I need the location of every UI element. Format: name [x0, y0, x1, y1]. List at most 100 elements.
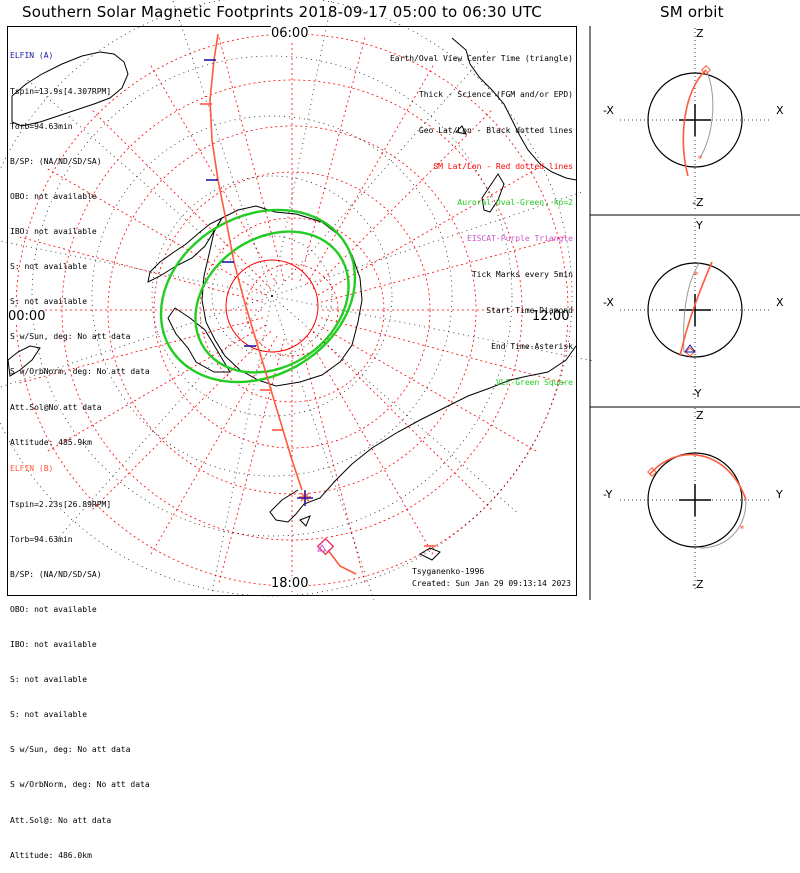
sm-panel-1-bottom: -Z: [692, 196, 704, 209]
sm-orbit-title: SM orbit: [660, 3, 724, 21]
sm-longitude-line: [19, 236, 264, 303]
orbit-end-asterisk: *: [693, 270, 699, 281]
legend-item: Geo Lat/Lon - Black dotted lines: [418, 126, 573, 135]
geo-longitude-line: [271, 295, 520, 515]
elfin-b-orbit: [682, 69, 707, 177]
orbit-end-asterisk: *: [739, 524, 745, 535]
created-credit: Created: Sun Jan 29 09:13:14 2023: [412, 579, 571, 588]
probe-a-name: ELFIN (A): [10, 51, 54, 61]
mlt-label-bottom: 18:00: [271, 576, 309, 591]
geo-latitude-circle: [211, 235, 333, 357]
geo-latitude-circle: [0, 0, 573, 597]
elfin-a-orbit: [699, 499, 747, 549]
probe-a-line: Tspin=13.9s[4.307RPM]: [10, 86, 112, 96]
geo-longitude-line: [0, 295, 273, 388]
probe-b-line: B/SP: (NA/ND/SD/SA): [10, 569, 102, 579]
elfin-b-trace-start: [327, 549, 357, 575]
sm-orbit-panels: * * *: [620, 28, 770, 592]
legend-item: Earth/Oval View Center Time (triangle): [389, 54, 573, 63]
sm-longitude-line: [150, 65, 278, 285]
geo-longitude-line: [271, 190, 585, 297]
probe-b-line: Altitude: 486.0km: [10, 850, 92, 860]
probe-a-line: OBO: not available: [10, 191, 97, 201]
sm-longitude-line: [312, 330, 492, 510]
elfin-b-orbit: [649, 453, 747, 501]
geo-longitude-line: [271, 0, 333, 297]
geo-longitude-line: [0, 240, 273, 297]
orbit-start-diamond: [685, 347, 695, 357]
geo-latitude-circle: [31, 55, 513, 537]
earth-circle: [647, 72, 743, 168]
sm-panel-2-top: Y: [696, 219, 703, 232]
legend-item: Auroral Oval-Green, kp=2: [457, 198, 573, 207]
sm-panel-3-right: Y: [776, 488, 783, 501]
probe-a-line: Torb=94.63min: [10, 121, 73, 131]
sm-longitude-line: [320, 317, 565, 384]
sm-longitude-line: [47, 324, 267, 452]
mlt-label-top: 06:00: [271, 26, 309, 41]
geo-longitude-line: [271, 295, 375, 600]
probe-a-line: IBO: not available: [10, 226, 97, 236]
auroral-oval-outer: [159, 208, 357, 384]
geo-grid-lines: [0, 0, 596, 600]
probe-b-line: S: not available: [10, 675, 88, 685]
island-coast: [299, 125, 467, 561]
view-center-triangle: [684, 344, 696, 353]
probe-b-name: ELFIN (B): [10, 464, 54, 474]
legend-item: Start Time-Diamond: [486, 306, 573, 315]
geo-longitude-line: [210, 295, 273, 600]
sm-longitude-line: [218, 338, 285, 583]
sm-panel-3-left: -Y: [603, 488, 613, 501]
probe-b-line: S w/Sun, deg: No att data: [10, 745, 131, 755]
geo-longitude-line: [172, 0, 273, 297]
sm-panel-3-bottom: -Z: [692, 578, 704, 591]
eiscat-triangle: [317, 544, 327, 552]
legend-item: VLF-Green Square: [495, 378, 573, 387]
probe-a-line: B/SP: (NA/ND/SD/SA): [10, 156, 102, 166]
sm-inner-circle: [225, 259, 319, 353]
sm-longitude-line: [299, 37, 366, 282]
sm-longitude-line: [92, 330, 272, 510]
legend-item: Tick Marks every 5min: [471, 270, 573, 279]
sm-latitude-circle: [107, 125, 477, 495]
south-america-coast: [269, 345, 577, 523]
chart-title: Southern Solar Magnetic Footprints 2018-…: [22, 3, 542, 21]
probe-a-line: S: not available: [10, 297, 88, 307]
earth-circle: [647, 452, 743, 548]
orbit-start-diamond: [701, 65, 711, 75]
mlt-label-right: 12:00: [532, 309, 570, 324]
probe-a-line: S w/Sun, deg: No att data: [10, 332, 131, 342]
sm-panel-2-left: -X: [603, 296, 614, 309]
probe-b-line: IBO: not available: [10, 639, 97, 649]
sm-panel-1-top: Z: [696, 27, 704, 40]
sm-panel-1-right: X: [776, 104, 784, 117]
geo-longitude-line: [271, 295, 596, 362]
probe-b-line: OBO: not available: [10, 604, 97, 614]
coastlines: [7, 37, 577, 561]
auroral-oval-inner: [194, 230, 350, 374]
probe-a-line: Att.Sol@No att data: [10, 402, 102, 412]
sm-latitude-circle: [153, 171, 431, 449]
sm-panel-2-right: X: [776, 296, 784, 309]
legend: Earth/Oval View Center Time (triangle) T…: [390, 29, 573, 401]
legend-item: End Time-Asterisk: [491, 342, 573, 351]
geo-longitude-line: [53, 295, 273, 544]
australia-coast: [11, 51, 129, 127]
sm-orbit-panel: *: [620, 28, 770, 212]
earth-circle: [647, 262, 743, 358]
probe-b-line: S w/OrbNorm, deg: No att data: [10, 780, 150, 790]
probe-b-info: ELFIN (B) Tspin=2.23s[26.89RPM] Torb=94.…: [10, 440, 150, 873]
sm-panel-2-bottom: -Y: [692, 387, 702, 400]
model-credit: Tsyganenko-1996: [412, 567, 485, 576]
probe-a-info: ELFIN (A) Tspin=13.9s[4.307RPM] Torb=94.…: [10, 27, 150, 460]
geo-longitude-line: [24, 77, 273, 297]
sm-longitude-line: [19, 317, 264, 384]
legend-item: Thick - Science (FGM and/or EPD): [418, 90, 573, 99]
legend-item: SM Lat/Lon - Red dotted lines: [433, 162, 573, 171]
sm-orbit-panel: *: [620, 218, 770, 402]
sm-longitude-line: [47, 168, 267, 296]
sm-longitude-line: [218, 37, 285, 282]
sm-longitude-line: [92, 110, 272, 290]
orbit-end-asterisk: *: [697, 154, 703, 165]
orbit-start-diamond: [647, 467, 657, 477]
